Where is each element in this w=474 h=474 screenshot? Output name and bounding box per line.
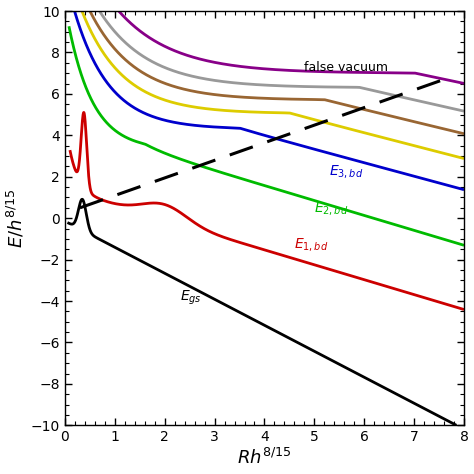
X-axis label: $Rh^{8/15}$: $Rh^{8/15}$ xyxy=(237,448,292,468)
Text: $E_{3,bd}$: $E_{3,bd}$ xyxy=(329,163,364,180)
Text: false vacuum: false vacuum xyxy=(304,61,388,74)
Text: $E_{gs}$: $E_{gs}$ xyxy=(180,289,201,308)
Text: $E_{2,bd}$: $E_{2,bd}$ xyxy=(314,201,349,218)
Y-axis label: $E/h^{8/15}$: $E/h^{8/15}$ xyxy=(6,189,27,248)
Text: $E_{1,bd}$: $E_{1,bd}$ xyxy=(294,236,329,253)
